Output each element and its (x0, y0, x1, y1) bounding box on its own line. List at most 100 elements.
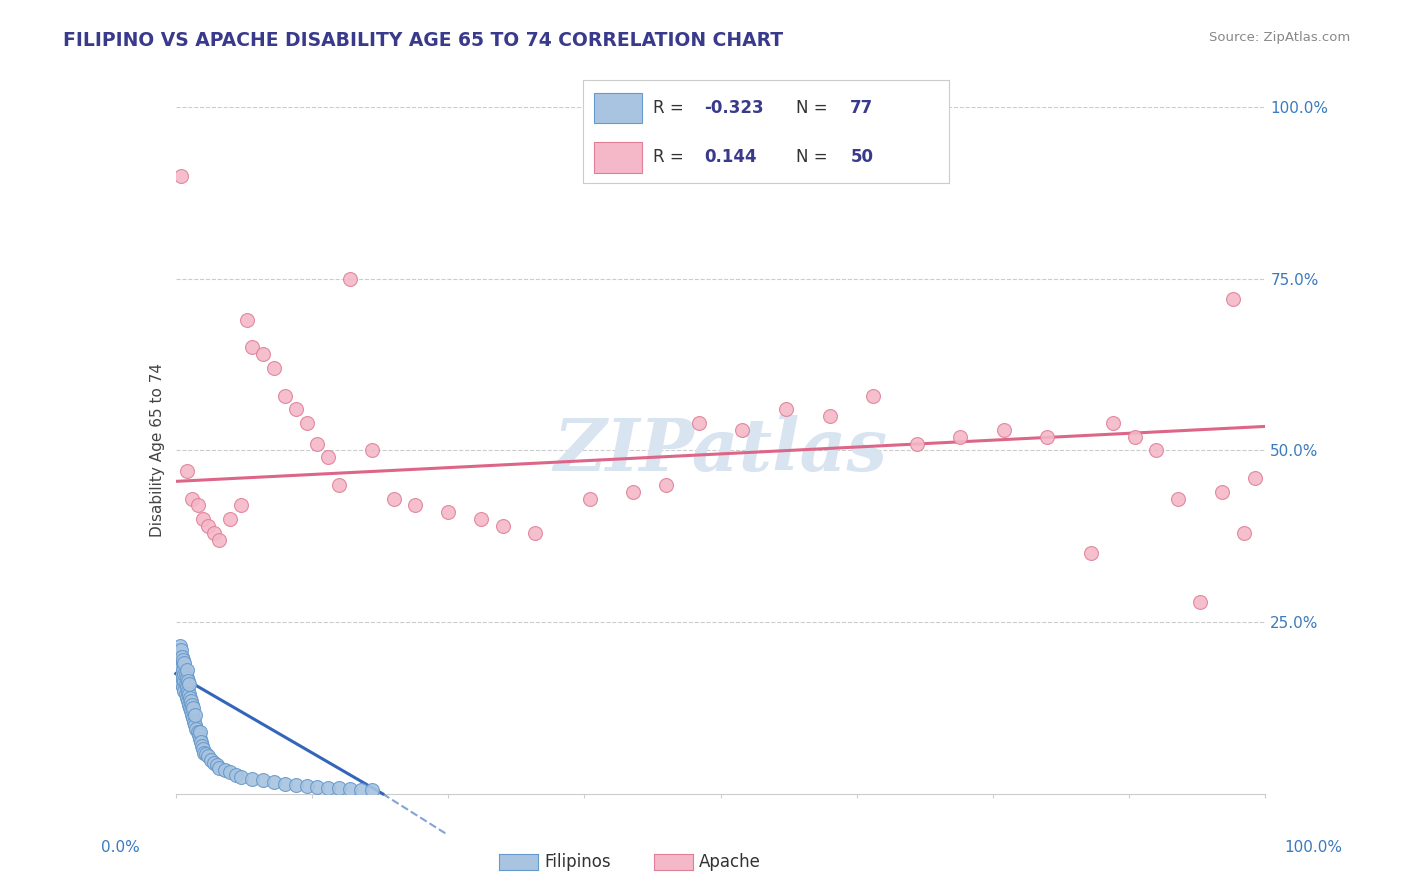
Text: -0.323: -0.323 (704, 99, 763, 117)
Point (191, 739, 214, 753)
Point (170, 649, 193, 664)
Point (993, 423, 1015, 437)
Text: FILIPINO VS APACHE DISABILITY AGE 65 TO 74 CORRELATION CHART: FILIPINO VS APACHE DISABILITY AGE 65 TO … (63, 31, 783, 50)
Point (172, 660, 194, 674)
Point (186, 499, 209, 513)
Point (1102, 416, 1125, 430)
Text: ZIPatlas: ZIPatlas (554, 415, 887, 486)
Point (295, 779, 318, 793)
Point (174, 666, 197, 681)
Point (775, 402, 797, 417)
Text: 77: 77 (851, 99, 873, 117)
Point (274, 776, 297, 790)
Point (621, 484, 644, 499)
Point (167, 642, 190, 657)
Point (190, 735, 212, 749)
Point (263, 774, 285, 789)
Text: 0.0%: 0.0% (101, 840, 141, 855)
Text: R =: R = (652, 99, 683, 117)
Point (1189, 594, 1212, 608)
Point (1123, 430, 1146, 444)
Point (1232, 525, 1256, 540)
Point (295, 416, 318, 430)
Point (318, 780, 340, 795)
Point (167, 649, 190, 664)
Point (177, 677, 200, 691)
Point (184, 718, 207, 732)
Point (307, 780, 329, 794)
Point (170, 670, 193, 684)
Point (240, 340, 263, 354)
Point (173, 673, 195, 688)
Point (177, 694, 200, 708)
Point (197, 519, 219, 533)
Bar (595, 93, 643, 123)
Point (191, 742, 214, 756)
Text: 50: 50 (851, 148, 873, 166)
Point (1144, 443, 1167, 458)
Point (1222, 293, 1244, 307)
Point (208, 533, 231, 547)
Point (181, 701, 204, 715)
Point (524, 525, 547, 540)
Point (170, 657, 193, 671)
Point (172, 681, 194, 695)
Point (183, 714, 205, 729)
Point (405, 499, 427, 513)
Point (179, 690, 201, 705)
Point (688, 416, 710, 430)
Point (169, 639, 191, 653)
Point (219, 512, 242, 526)
Point (252, 773, 274, 788)
Point (176, 663, 198, 677)
Text: Filipinos: Filipinos (544, 853, 610, 871)
Point (179, 701, 201, 715)
Point (284, 778, 307, 792)
Point (174, 687, 197, 701)
Point (360, 783, 382, 797)
Point (167, 657, 190, 671)
Point (173, 683, 195, 698)
Point (219, 764, 242, 779)
Text: 100.0%: 100.0% (1285, 840, 1343, 855)
Text: R =: R = (652, 148, 683, 166)
Point (200, 753, 222, 767)
Point (350, 782, 373, 797)
Text: N =: N = (796, 148, 827, 166)
Point (173, 657, 195, 671)
Point (328, 781, 350, 796)
Point (172, 670, 194, 684)
Point (214, 763, 236, 777)
Point (307, 436, 329, 450)
Point (177, 698, 200, 712)
Point (252, 347, 274, 361)
Point (169, 663, 191, 677)
Point (905, 436, 928, 450)
Point (339, 271, 361, 285)
Point (187, 729, 209, 743)
Point (205, 758, 228, 772)
Point (176, 464, 198, 478)
Point (339, 782, 361, 797)
Point (655, 478, 678, 492)
Point (731, 423, 754, 437)
Point (180, 694, 202, 708)
Point (1167, 491, 1189, 506)
Point (470, 512, 492, 526)
Point (191, 512, 214, 526)
Point (1211, 484, 1233, 499)
Point (173, 666, 195, 681)
Point (818, 409, 841, 423)
Point (231, 770, 253, 784)
Point (382, 491, 405, 506)
Point (174, 677, 197, 691)
Point (176, 690, 198, 705)
Point (274, 388, 297, 402)
Point (177, 687, 200, 701)
Point (195, 747, 218, 761)
Point (231, 499, 253, 513)
Point (1036, 430, 1059, 444)
Point (176, 681, 198, 695)
Point (181, 491, 204, 506)
Point (202, 525, 225, 540)
